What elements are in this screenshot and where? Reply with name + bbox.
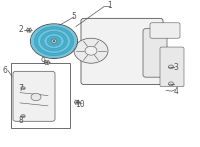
Circle shape bbox=[34, 27, 74, 56]
Circle shape bbox=[74, 100, 80, 104]
Circle shape bbox=[41, 31, 67, 51]
Circle shape bbox=[50, 39, 58, 44]
Circle shape bbox=[31, 24, 77, 58]
Text: 10: 10 bbox=[75, 100, 85, 109]
Bar bbox=[11, 63, 70, 128]
Circle shape bbox=[74, 38, 108, 63]
Text: 9: 9 bbox=[41, 57, 45, 66]
Circle shape bbox=[37, 29, 71, 53]
Circle shape bbox=[168, 82, 174, 86]
Text: 8: 8 bbox=[19, 116, 23, 125]
Circle shape bbox=[53, 40, 55, 42]
Circle shape bbox=[44, 34, 64, 49]
Text: 4: 4 bbox=[174, 87, 178, 96]
FancyBboxPatch shape bbox=[81, 18, 163, 85]
Circle shape bbox=[47, 36, 61, 46]
Circle shape bbox=[85, 46, 97, 55]
FancyBboxPatch shape bbox=[160, 47, 184, 87]
Circle shape bbox=[26, 28, 32, 32]
Text: 3: 3 bbox=[174, 63, 178, 72]
Text: 6: 6 bbox=[3, 66, 7, 75]
Circle shape bbox=[168, 65, 174, 69]
FancyBboxPatch shape bbox=[150, 23, 180, 38]
Text: 1: 1 bbox=[108, 1, 112, 10]
Circle shape bbox=[44, 61, 50, 64]
FancyBboxPatch shape bbox=[13, 71, 55, 121]
Circle shape bbox=[21, 87, 25, 90]
Text: 7: 7 bbox=[19, 84, 23, 93]
Circle shape bbox=[31, 93, 41, 101]
Text: 5: 5 bbox=[72, 12, 76, 21]
Text: 2: 2 bbox=[19, 25, 23, 34]
Circle shape bbox=[51, 39, 57, 43]
Circle shape bbox=[21, 115, 25, 118]
FancyBboxPatch shape bbox=[143, 29, 167, 77]
